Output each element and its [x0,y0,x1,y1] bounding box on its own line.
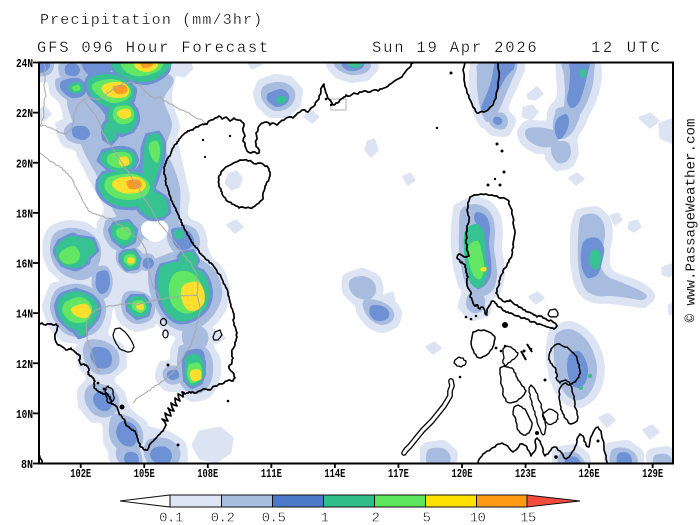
svg-text:12N: 12N [16,358,33,372]
svg-text:12 UTC: 12 UTC [591,39,662,57]
svg-text:Sun 19 Apr 2026: Sun 19 Apr 2026 [372,39,539,57]
svg-text:16N: 16N [16,258,33,272]
svg-text:1: 1 [321,511,329,525]
svg-text:0.2: 0.2 [211,511,235,525]
svg-text:102E: 102E [70,467,91,481]
svg-text:8N: 8N [21,458,33,472]
svg-text:0.5: 0.5 [262,511,286,525]
svg-text:22N: 22N [16,107,33,121]
svg-text:105E: 105E [134,467,155,481]
svg-text:15: 15 [520,511,536,525]
svg-text:123E: 123E [515,467,536,481]
svg-text:24N: 24N [16,57,33,71]
svg-text:117E: 117E [388,467,409,481]
svg-text:129E: 129E [642,467,663,481]
svg-text:Precipitation (mm/3hr): Precipitation (mm/3hr) [40,12,263,29]
svg-text:2: 2 [372,511,380,525]
svg-text:18N: 18N [16,207,33,221]
svg-text:5: 5 [423,511,431,525]
svg-text:10N: 10N [16,408,33,422]
svg-text:114E: 114E [324,467,345,481]
svg-text:126E: 126E [579,467,600,481]
svg-text:108E: 108E [197,467,218,481]
svg-text:GFS 096 Hour Forecast: GFS 096 Hour Forecast [37,39,270,57]
svg-text:111E: 111E [261,467,282,481]
svg-text:14N: 14N [16,308,33,322]
svg-text:© www.PassageWeather.com: © www.PassageWeather.com [684,119,700,323]
svg-text:120E: 120E [452,467,473,481]
svg-text:0.1: 0.1 [159,511,183,525]
svg-text:10: 10 [470,511,486,525]
svg-text:20N: 20N [16,157,33,171]
